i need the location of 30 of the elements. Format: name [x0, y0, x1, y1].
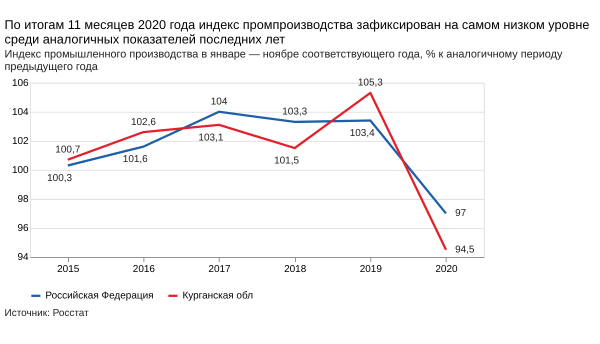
data-label: 100,3: [47, 172, 73, 184]
x-tick-label: 2016: [132, 264, 156, 275]
x-tick-label: 2018: [284, 264, 307, 275]
data-label: 102,6: [130, 116, 156, 128]
legend-label: Российская Федерация: [45, 290, 154, 302]
x-tick-label: 2015: [57, 264, 80, 275]
y-tick-label: 100: [12, 165, 30, 176]
chart-title: По итогам 11 месяцев 2020 года индекс промпроизводства зафиксирован на самом низком уровне среди аналогичных показателей последних лет: [4, 18, 590, 47]
y-tick-label: 96: [18, 223, 30, 234]
data-label: 101,6: [122, 154, 148, 166]
x-tick-label: 2020: [435, 264, 458, 275]
data-label: 100,7: [55, 144, 81, 156]
x-tick-label: 2017: [208, 264, 232, 275]
data-label: 97: [455, 208, 467, 220]
data-label: 101,5: [274, 156, 300, 167]
data-label: 105,3: [358, 78, 384, 89]
y-tick-label: 98: [18, 194, 30, 206]
data-label: 103,4: [350, 128, 376, 139]
data-label: 104: [210, 96, 228, 108]
data-label: 103,3: [282, 106, 308, 118]
y-tick-label: 106: [12, 78, 30, 89]
x-tick-label: 2019: [360, 264, 382, 275]
y-tick-label: 102: [12, 136, 30, 147]
data-label: 94,5: [455, 244, 475, 256]
data-label: 103,1: [198, 132, 224, 144]
y-tick-label: 104: [12, 106, 30, 118]
chart-subtitle: Индекс промышленного производства в январе — ноябре соответствующего года, % к аналогичному периоду предыдущего года: [4, 48, 563, 74]
legend-label: Курганская обл: [182, 290, 254, 302]
text: Источник: Росстат: [4, 308, 90, 320]
y-tick-label: 94: [18, 252, 30, 264]
